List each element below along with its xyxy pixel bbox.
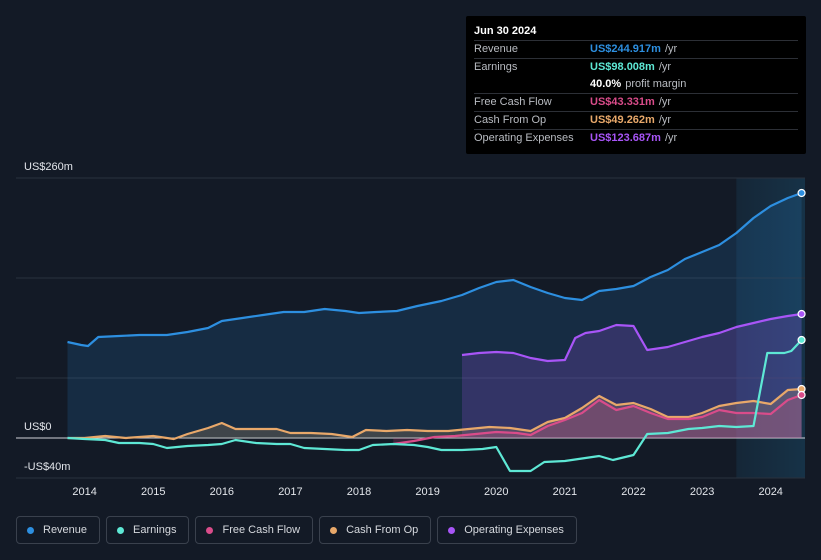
x-tick-label: 2016 (210, 486, 234, 498)
tooltip-label (474, 76, 590, 93)
tooltip-unit: /yr (664, 132, 678, 144)
area-free_cash_flow (393, 395, 802, 444)
x-tick-label: 2015 (141, 486, 165, 498)
area-revenue (67, 193, 802, 438)
x-tick-label: 2020 (484, 486, 508, 498)
endpoint-free_cash_flow (797, 390, 806, 400)
line-operating_expenses (461, 312, 802, 363)
legend-item-cash-from-op[interactable]: Cash From Op (319, 516, 432, 544)
legend-item-operating-expenses[interactable]: Operating Expenses (437, 516, 577, 544)
tooltip-label: Free Cash Flow (474, 96, 552, 108)
tooltip-unit: /yr (664, 43, 678, 55)
line-free_cash_flow (393, 393, 802, 446)
tooltip-row-cash-from-op: Cash From Op US$49.262m /yr (474, 112, 798, 130)
tooltip-value: US$49.262m (590, 114, 655, 126)
grid-lines (16, 177, 805, 479)
tooltip-unit: /yr (658, 96, 672, 108)
tooltip-row-revenue: Revenue US$244.917m /yr (474, 41, 798, 59)
tooltip-value: US$244.917m (590, 43, 661, 55)
legend-dot-icon (330, 526, 338, 534)
line-cash_from_op (67, 387, 802, 441)
x-tick-label: 2018 (347, 486, 371, 498)
y-axis-bottom-label: -US$40m (24, 461, 70, 473)
tooltip-unit: /yr (658, 61, 672, 73)
y-axis-zero-label: US$0 (24, 421, 52, 433)
legend-label: Revenue (43, 524, 88, 536)
forecast-region (736, 178, 805, 478)
endpoint-operating_expenses (797, 309, 806, 319)
area-cash_from_op (67, 389, 802, 439)
legend-dot-icon (27, 526, 34, 534)
series-endpoints (797, 188, 806, 400)
legend-item-revenue[interactable]: Revenue (16, 516, 101, 544)
x-tick-label: 2022 (621, 486, 645, 498)
x-tick-label: 2024 (758, 486, 782, 498)
tooltip-row-free-cash-flow: Free Cash Flow US$43.331m /yr (474, 94, 798, 112)
tooltip-row-profit-margin: 40.0% profit margin (474, 76, 798, 94)
tooltip-label: Revenue (474, 43, 519, 55)
chart-canvas: US$260m US$0 -US$40m 2014 2015 2016 2017 201… (16, 161, 806, 498)
tooltip-row-earnings: Earnings US$98.008m /yr (474, 59, 798, 76)
tooltip-value: US$98.008m (590, 61, 655, 73)
y-axis-top-label: US$260m (24, 161, 73, 173)
legend-item-free-cash-flow[interactable]: Free Cash Flow (195, 516, 314, 544)
legend: Revenue Earnings Free Cash Flow Cash Fro… (16, 516, 577, 544)
tooltip-value: US$43.331m (590, 96, 655, 108)
tooltip-label: Operating Expenses (474, 132, 574, 144)
legend-label: Cash From Op (346, 524, 419, 536)
x-tick-label: 2017 (278, 486, 302, 498)
series-lines (67, 191, 803, 473)
x-tick-label: 2021 (553, 486, 577, 498)
legend-item-earnings[interactable]: Earnings (106, 516, 190, 544)
tooltip-value: 40.0% (590, 78, 622, 90)
tooltip-row-operating-expenses: Operating Expenses US$123.687m /yr (474, 130, 798, 147)
tooltip-label: Cash From Op (474, 114, 547, 126)
tooltip-unit: /yr (658, 114, 672, 126)
legend-dot-icon (206, 526, 214, 534)
line-revenue (67, 191, 802, 348)
tooltip-label: Earnings (474, 61, 518, 73)
x-tick-label: 2019 (415, 486, 439, 498)
legend-label: Operating Expenses (464, 524, 564, 536)
legend-dot-icon (117, 526, 125, 534)
series-areas (67, 193, 802, 444)
tooltip-panel: Jun 30 2024 Revenue US$244.917m /yr Earn… (466, 16, 806, 154)
legend-label: Earnings (133, 524, 177, 536)
legend-label: Free Cash Flow (222, 524, 301, 536)
x-axis-ticks: 2014 2015 2016 2017 2018 2019 2020 2021 2022 2023… (72, 486, 783, 498)
tooltip-value: US$123.687m (590, 132, 661, 144)
line-earnings (67, 339, 803, 473)
endpoint-earnings (797, 335, 806, 345)
x-tick-label: 2014 (72, 486, 96, 498)
legend-dot-icon (448, 526, 456, 534)
tooltip-unit: profit margin (625, 78, 687, 90)
endpoint-revenue (797, 188, 806, 198)
tooltip-date: Jun 30 2024 (474, 22, 798, 41)
x-tick-label: 2023 (690, 486, 714, 498)
